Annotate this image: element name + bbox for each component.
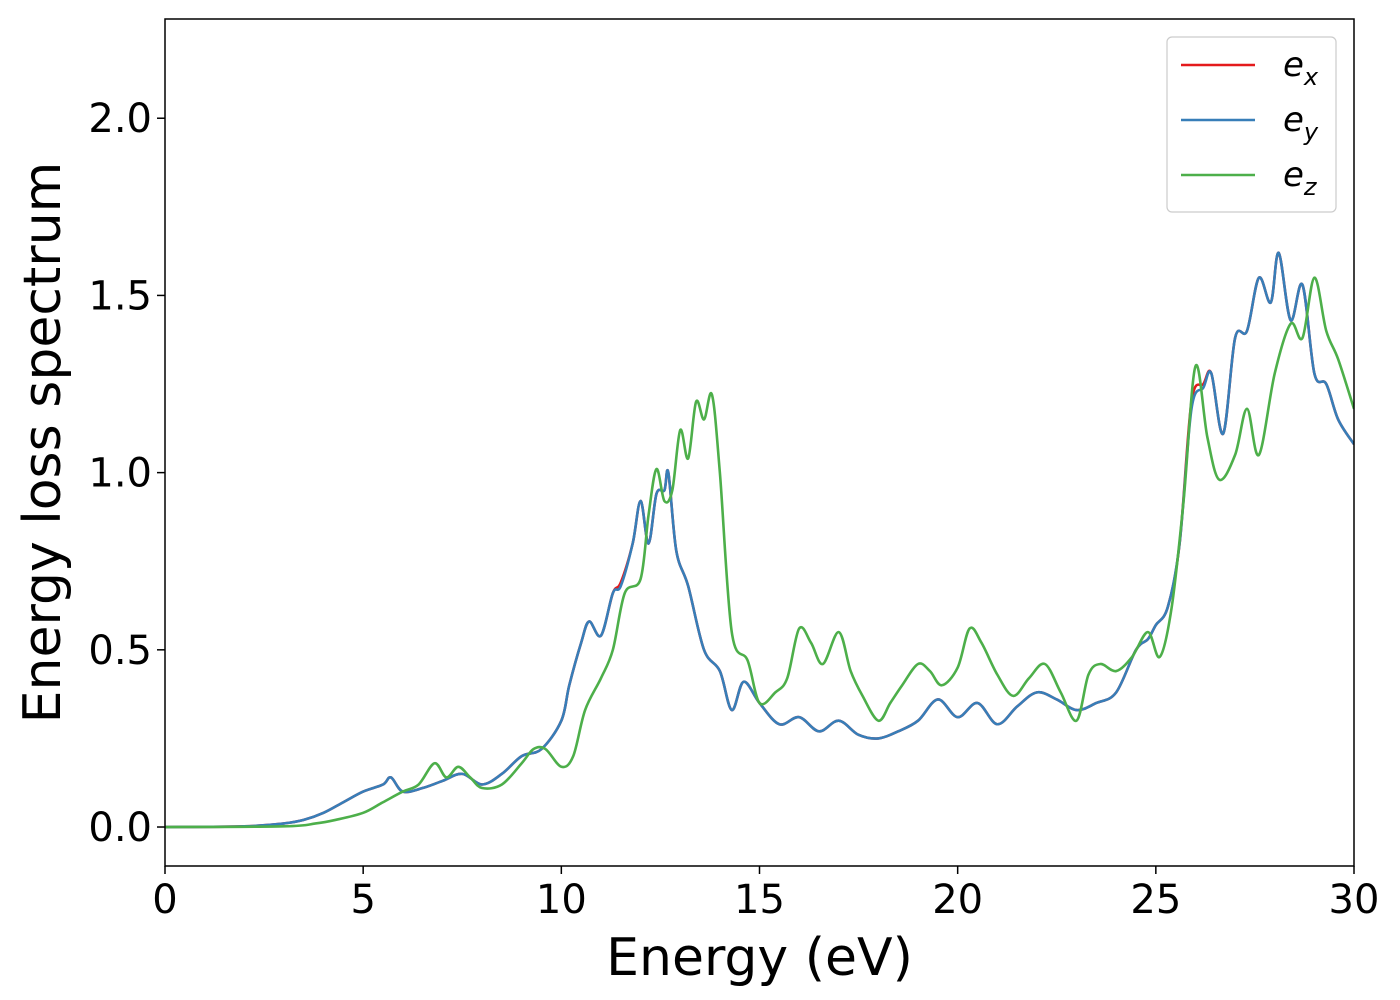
x-tick-label: 5 xyxy=(350,877,375,923)
series-line-e-y xyxy=(165,251,1354,829)
y-tick-label: 1.5 xyxy=(88,273,152,319)
series-line-e-x xyxy=(165,251,1354,829)
x-axis: 0 5 10 15 20 25 30 xyxy=(152,866,1379,923)
x-tick-label: 15 xyxy=(734,877,785,923)
x-axis-label: Energy (eV) xyxy=(606,928,913,988)
x-tick-label: 30 xyxy=(1329,877,1380,923)
x-tick-label: 0 xyxy=(152,877,177,923)
y-tick-label: 2.0 xyxy=(88,96,152,142)
legend-box xyxy=(1166,36,1337,213)
x-tick-label: 10 xyxy=(536,877,587,923)
x-tick-label: 25 xyxy=(1130,877,1181,923)
y-axis-label: Energy loss spectrum xyxy=(13,162,73,724)
y-tick-label: 0.0 xyxy=(88,805,152,851)
y-tick-label: 0.5 xyxy=(88,628,152,674)
y-tick-label: 1.0 xyxy=(88,451,152,497)
series-line-e-z xyxy=(165,276,1354,829)
y-axis: 0.0 0.5 1.0 1.5 2.0 xyxy=(88,96,165,851)
plot-lines xyxy=(165,251,1354,829)
x-tick-label: 20 xyxy=(932,877,983,923)
